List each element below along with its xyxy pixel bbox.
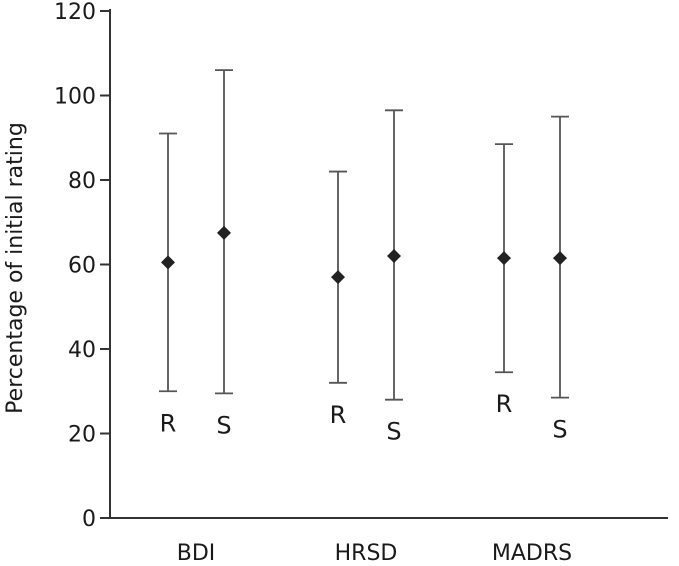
series-label: R bbox=[330, 401, 347, 429]
x-axis: BDI HRSD MADRS bbox=[110, 517, 668, 566]
y-tick-label: 20 bbox=[68, 423, 96, 448]
x-category-label: MADRS bbox=[492, 541, 572, 566]
x-category-label: HRSD bbox=[335, 541, 398, 566]
y-tick-label: 60 bbox=[68, 254, 96, 279]
y-tick-label: 100 bbox=[54, 85, 96, 110]
series-label: S bbox=[216, 411, 231, 439]
mean-marker bbox=[217, 225, 231, 240]
y-tick-label: 0 bbox=[82, 507, 96, 532]
series-label: R bbox=[160, 409, 177, 437]
y-tick-label: 120 bbox=[54, 0, 96, 25]
mean-marker bbox=[161, 255, 175, 270]
mean-marker bbox=[331, 270, 345, 285]
series-label: S bbox=[386, 418, 401, 446]
x-category-label: BDI bbox=[177, 541, 216, 566]
series-label: R bbox=[496, 390, 513, 418]
mean-marker bbox=[387, 249, 401, 264]
y-tick-label: 80 bbox=[68, 169, 96, 194]
mean-marker bbox=[497, 251, 511, 266]
plot-area: R S R S R S bbox=[159, 69, 569, 446]
mean-marker bbox=[553, 251, 567, 266]
y-tick-label: 40 bbox=[68, 338, 96, 363]
y-axis-title: Percentage of initial rating bbox=[3, 122, 28, 414]
series-label: S bbox=[552, 416, 567, 444]
y-axis: 0 20 40 60 80 100 120 bbox=[54, 0, 111, 532]
